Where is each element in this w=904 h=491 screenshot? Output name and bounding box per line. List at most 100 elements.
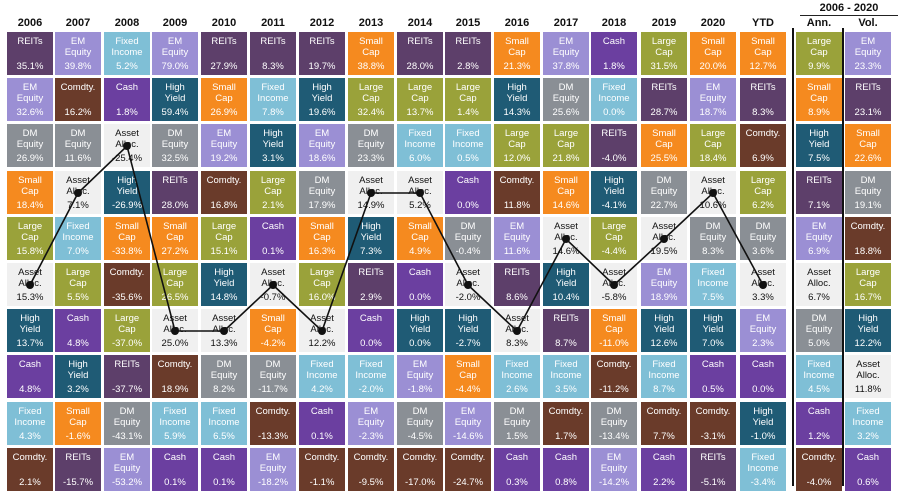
cell-reits: REITs 7.1% — [796, 171, 842, 214]
asset-class-label: Fixed Income — [159, 406, 191, 428]
asset-class-label: Small Cap — [359, 36, 383, 58]
asset-class-label: Fixed Income — [208, 406, 240, 428]
return-value: 0.1% — [311, 431, 333, 442]
return-value: 6.9% — [752, 153, 774, 164]
cell-reits: REITs -15.7% — [55, 448, 101, 491]
return-value: 6.0% — [409, 153, 431, 164]
cell-large-cap: Large Cap 13.7% — [397, 78, 443, 121]
column-header-2017: 2017 — [553, 17, 579, 29]
return-value: -37.0% — [111, 338, 143, 349]
cell-asset-alloc: Asset Alloc. 7.1% — [55, 171, 101, 214]
asset-class-label: EM Equity — [259, 452, 287, 474]
return-value: 35.1% — [16, 61, 44, 72]
return-value: -3.1% — [700, 431, 726, 442]
asset-class-label: EM Equity — [454, 406, 482, 428]
header-row: 2006 - 2020 2006 2007 2008 2009 2010 2011 2012… — [0, 0, 904, 30]
asset-class-label: High Yield — [213, 267, 235, 289]
cell-reits: REITs 8.7% — [543, 309, 589, 352]
asset-class-label: Small Cap — [18, 175, 42, 197]
cell-large-cap: Large Cap 18.4% — [690, 124, 736, 167]
return-value: 12.0% — [503, 153, 531, 164]
cell-cash: Cash 0.0% — [397, 263, 443, 306]
return-value: 5.9% — [164, 431, 186, 442]
return-value: 1.8% — [603, 61, 625, 72]
cell-asset-alloc: Asset Alloc. 5.2% — [397, 171, 443, 214]
cell-fixed-income: Fixed Income 4.2% — [299, 355, 345, 398]
asset-class-label: DM Equity — [113, 406, 141, 428]
column-header-2007: 2007 — [65, 17, 91, 29]
asset-class-label: High Yield — [409, 313, 431, 335]
asset-class-label: DM Equity — [16, 128, 44, 150]
asset-class-label: Fixed Income — [852, 406, 884, 428]
asset-class-label: Small Cap — [66, 406, 90, 428]
return-value: 18.7% — [699, 107, 727, 118]
return-value: 10.4% — [552, 292, 580, 303]
asset-class-label: DM Equity — [552, 82, 580, 104]
cell-fixed-income: Fixed Income 7.0% — [55, 217, 101, 260]
cell-cash: Cash 4.8% — [7, 355, 53, 398]
return-value: 7.3% — [360, 246, 382, 257]
return-value: 11.8% — [503, 200, 531, 211]
return-value: 27.2% — [161, 246, 189, 257]
asset-class-label: EM Equity — [503, 221, 531, 243]
cell-em-equity: EM Equity 23.3% — [845, 32, 891, 75]
asset-class-label: DM Equity — [210, 359, 238, 381]
return-value: -11.0% — [599, 338, 629, 349]
return-value: -25.4% — [111, 153, 143, 164]
cell-small-cap: Small Cap -33.8% — [104, 217, 150, 260]
return-value: -2.3% — [358, 431, 384, 442]
cell-reits: REITs 2.9% — [348, 263, 394, 306]
cell-small-cap: Small Cap 25.5% — [641, 124, 687, 167]
cell-reits: REITs 19.7% — [299, 32, 345, 75]
return-value: -53.2% — [111, 477, 143, 488]
return-value: 14.6% — [552, 246, 580, 257]
asset-class-label: Asset Alloc. — [408, 175, 432, 197]
return-value: 23.3% — [357, 153, 385, 164]
asset-class-label: Cash — [115, 82, 139, 93]
return-value: -5.8% — [601, 292, 627, 303]
asset-class-label: DM Equity — [161, 128, 189, 150]
asset-class-label: Large Cap — [358, 82, 384, 104]
asset-class-label: Cash — [652, 452, 676, 463]
return-value: 14.9% — [357, 200, 385, 211]
asset-class-label: High Yield — [808, 128, 830, 150]
return-value: 4.5% — [808, 384, 830, 395]
return-value: 2.1% — [262, 200, 284, 211]
return-value: -18.2% — [257, 477, 289, 488]
return-value: 19.7% — [308, 61, 336, 72]
return-value: 8.3% — [262, 61, 284, 72]
cell-dm-equity: DM Equity 17.9% — [299, 171, 345, 214]
return-value: 12.2% — [308, 338, 336, 349]
asset-class-label: Cash — [212, 452, 236, 463]
cell-em-equity: EM Equity 11.6% — [494, 217, 540, 260]
cell-reits: REITs 8.3% — [250, 32, 296, 75]
cell-large-cap: Large Cap 15.1% — [201, 217, 247, 260]
return-value: 7.0% — [702, 338, 724, 349]
return-value: 0.5% — [702, 384, 724, 395]
asset-class-label: REITs — [806, 175, 832, 186]
cell-small-cap: Small Cap 4.9% — [397, 217, 443, 260]
cell-dm-equity: DM Equity -4.5% — [397, 402, 443, 445]
cell-reits: REITs 28.0% — [152, 171, 198, 214]
asset-class-label: Fixed Income — [550, 359, 582, 381]
asset-class-label: Small Cap — [554, 175, 578, 197]
cell-comdty: Comdty. -3.1% — [690, 402, 736, 445]
column-header-2018: 2018 — [601, 17, 627, 29]
return-value: 37.8% — [552, 61, 580, 72]
cell-high-yield: High Yield 59.4% — [152, 78, 198, 121]
asset-class-label: DM Equity — [308, 175, 336, 197]
cell-em-equity: EM Equity -14.2% — [591, 448, 637, 491]
cell-dm-equity: DM Equity 11.6% — [55, 124, 101, 167]
cell-large-cap: Large Cap 12.0% — [494, 124, 540, 167]
return-value: 1.4% — [457, 107, 479, 118]
return-value: -0.4% — [455, 246, 481, 257]
asset-class-label: Small Cap — [261, 313, 285, 335]
asset-class-label: High Yield — [457, 313, 479, 335]
return-value: 26.9% — [210, 107, 238, 118]
asset-class-label: Asset Alloc. — [212, 313, 236, 335]
asset-class-label: Asset Alloc. — [602, 267, 626, 289]
asset-class-label: High Yield — [67, 359, 89, 381]
cell-fixed-income: Fixed Income 6.0% — [397, 124, 443, 167]
cell-high-yield: High Yield -1.0% — [740, 402, 786, 445]
asset-class-label: DM Equity — [259, 359, 287, 381]
